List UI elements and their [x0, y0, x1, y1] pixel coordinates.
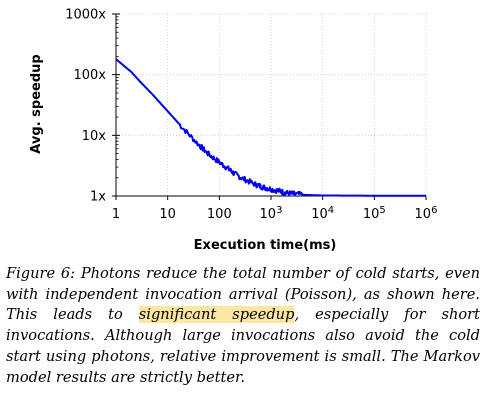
speedup-chart: 1x 10x 100x 1000x 1 10 100 103 104 105 106 Avg. sp…	[29, 8, 437, 254]
figure-caption: Figure 6: Photons reduce the total numbe…	[6, 264, 480, 388]
caption-highlight: significant speedup	[138, 306, 295, 324]
axes	[112, 13, 427, 200]
y-tick-label: 1x	[90, 190, 106, 205]
y-tick-label: 100x	[73, 68, 106, 83]
x-tick-label: 1	[112, 207, 120, 222]
x-tick-label: 104	[311, 205, 334, 222]
x-tick-label: 103	[260, 205, 283, 222]
tick-labels: 1x 10x 100x 1000x 1 10 100 103 104 105 106	[65, 8, 437, 223]
x-tick-label: 106	[415, 205, 438, 222]
series-layer	[115, 58, 426, 197]
x-axis-label: Execution time(ms)	[194, 238, 337, 253]
series-line	[115, 58, 426, 197]
y-axis-label: Avg. speedup	[29, 54, 44, 153]
y-tick-label: 1000x	[65, 8, 106, 23]
x-tick-label: 105	[363, 205, 386, 222]
caption-text-end: , especially for short invocations. Alth…	[6, 306, 480, 386]
x-tick-label: 100	[207, 207, 232, 222]
y-tick-label: 10x	[82, 129, 107, 144]
x-tick-label: 10	[159, 207, 176, 222]
caption-text-start: Figure 6: Photons reduce the total numbe…	[6, 265, 480, 324]
